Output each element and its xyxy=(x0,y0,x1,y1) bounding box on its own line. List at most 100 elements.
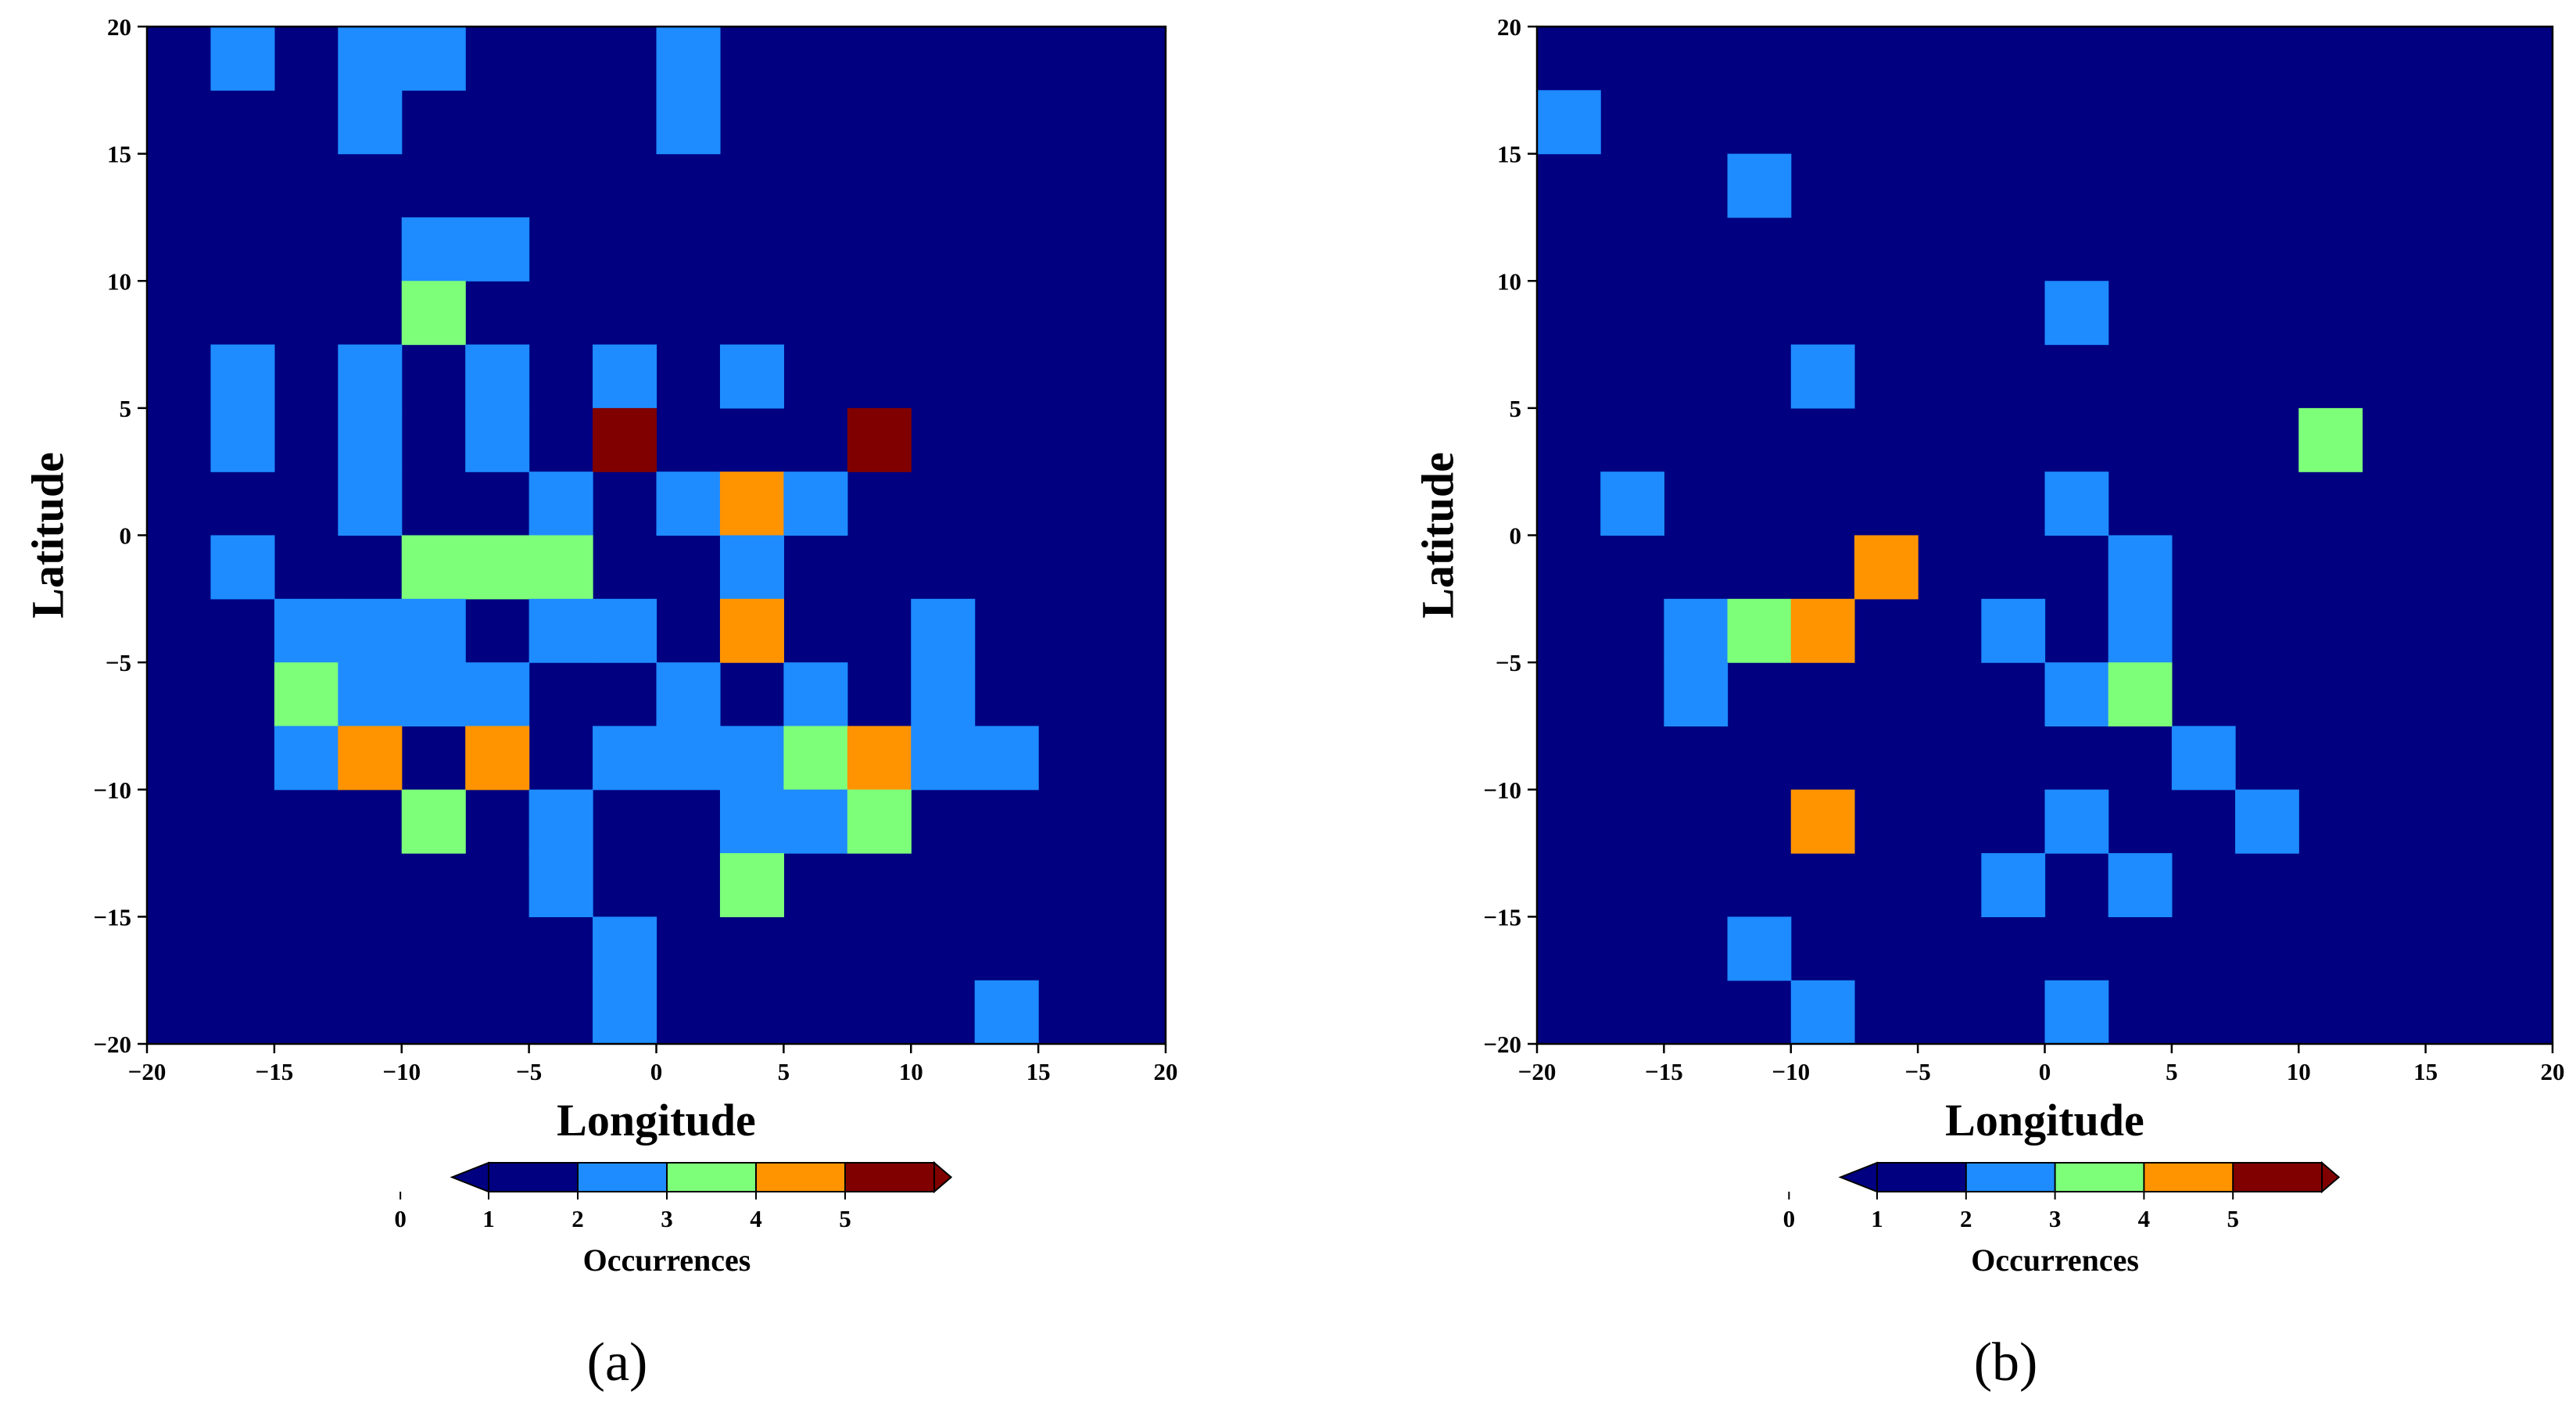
colorbar-frame xyxy=(1876,1162,2323,1192)
colorbar-segment xyxy=(489,1163,579,1192)
heatmap-cell xyxy=(338,27,403,91)
x-tick-label: 0 xyxy=(650,1058,663,1085)
colorbar-segment xyxy=(1877,1163,1967,1192)
colorbar-frame xyxy=(488,1162,935,1192)
heatmap-cell xyxy=(528,535,593,600)
heatmap-cell xyxy=(1664,598,1729,663)
heatmap-cell xyxy=(1664,662,1729,727)
colorbar-tick-label: 1 xyxy=(1871,1205,1883,1232)
heatmap-cell xyxy=(2108,662,2173,727)
x-tick-label: −10 xyxy=(1772,1058,1810,1085)
colorbar-segment xyxy=(1965,1163,2056,1192)
heatmap-cell xyxy=(1727,153,1792,218)
y-tick-label: 5 xyxy=(1510,395,1522,422)
heatmap-cell xyxy=(974,726,1039,791)
heatmap-cell xyxy=(1537,90,1601,155)
heatmap-cell xyxy=(1727,916,1792,981)
y-tick-label: −5 xyxy=(1496,649,1521,676)
heatmap-cell xyxy=(719,598,784,663)
colorbar-tick-label: 5 xyxy=(839,1205,851,1232)
heatmap-cell xyxy=(2108,535,2173,600)
heatmap-cell xyxy=(2171,726,2236,791)
heatmap-cell xyxy=(465,344,530,409)
heatmap-cell xyxy=(719,472,784,536)
colorbar-segment xyxy=(756,1163,846,1192)
heatmap-cell xyxy=(401,281,466,346)
x-axis-label: Longitude xyxy=(1945,1095,2144,1146)
y-tick-label: 10 xyxy=(1497,267,1521,295)
colorbar: 0 1 2 3 4 5 Occurrences xyxy=(394,1160,953,1278)
x-axis-label: Longitude xyxy=(557,1095,756,1146)
heatmap-cell xyxy=(210,407,275,472)
x-tick-label: 10 xyxy=(2287,1058,2311,1085)
y-tick-label: −10 xyxy=(1483,776,1521,804)
colorbar: 0 1 2 3 4 5 Occurrences xyxy=(1783,1160,2341,1278)
heatmap-cell xyxy=(528,853,593,917)
heatmap-cell xyxy=(656,662,721,727)
heatmap-cell xyxy=(656,27,721,91)
heatmap-cell xyxy=(593,980,657,1045)
heatmap-cell xyxy=(593,726,657,791)
heatmap-cell xyxy=(274,726,339,791)
heatmap-cell xyxy=(338,407,403,472)
heatmap-cell xyxy=(338,726,403,791)
heatmap-cell xyxy=(2044,662,2109,727)
colorbar-tick-label: 4 xyxy=(2138,1205,2151,1232)
heatmap-cell xyxy=(465,217,530,281)
heatmap-cell xyxy=(210,27,275,91)
colorbar-tick-label: 3 xyxy=(2049,1205,2062,1232)
heatmap-cell xyxy=(593,344,657,409)
heatmap-cell xyxy=(719,535,784,600)
heatmap-cell xyxy=(2108,853,2173,917)
heatmap-cell xyxy=(210,344,275,409)
heatmap-cell xyxy=(656,90,721,155)
heatmap-cell xyxy=(911,662,976,727)
heatmap-cell xyxy=(210,535,275,600)
colorbar-extend-high xyxy=(933,1160,953,1194)
y-tick-label: −10 xyxy=(93,776,131,804)
heatmap-cell xyxy=(338,344,403,409)
heatmap-cell xyxy=(593,916,657,981)
x-tick-label: −5 xyxy=(516,1058,542,1085)
heatmap-cell xyxy=(401,27,466,91)
y-axis-label: Latitude xyxy=(23,452,73,619)
x-tick-label: 5 xyxy=(2166,1058,2178,1085)
colorbar-tick-label: 0 xyxy=(394,1205,407,1232)
colorbar-segment xyxy=(667,1163,757,1192)
heatmap-cell xyxy=(847,726,912,791)
colorbar-segment xyxy=(2233,1163,2323,1192)
colorbar-extend-high xyxy=(2321,1160,2341,1194)
y-tick-label: 15 xyxy=(107,141,131,168)
y-tick-label: −20 xyxy=(93,1031,131,1058)
heatmap-cell xyxy=(338,90,403,155)
heatmap-cell xyxy=(401,598,466,663)
heatmap-cell xyxy=(1981,853,2046,917)
y-tick-label: −15 xyxy=(93,903,131,931)
heatmap-cell xyxy=(593,407,657,472)
x-tick-label: 0 xyxy=(2039,1058,2051,1085)
heatmap-cell xyxy=(274,598,339,663)
x-tick-label: −5 xyxy=(1905,1058,1931,1085)
heatmap-cell xyxy=(2044,472,2109,536)
heatmap-cell xyxy=(401,662,466,727)
colorbar-tick-label: 0 xyxy=(1783,1205,1796,1232)
heatmap-cell xyxy=(783,662,848,727)
x-tick-label: 5 xyxy=(778,1058,790,1085)
heatmap-cell xyxy=(593,598,657,663)
colorbar-tick-label: 2 xyxy=(1960,1205,1972,1232)
heatmap-cell xyxy=(274,662,339,727)
heatmap-cell xyxy=(719,789,784,854)
heatmap-cell xyxy=(528,789,593,854)
heatmap-cell xyxy=(1981,598,2046,663)
y-tick-label: −20 xyxy=(1483,1031,1521,1058)
y-tick-label: 15 xyxy=(1497,141,1521,168)
heatmap-cell xyxy=(401,789,466,854)
heatmap-cell xyxy=(2044,980,2109,1045)
heatmap-cell xyxy=(656,472,721,536)
colorbar-tick-label: 3 xyxy=(661,1205,673,1232)
y-tick-label: −15 xyxy=(1483,903,1521,931)
y-tick-label: 0 xyxy=(1510,522,1522,550)
heatmap-cell xyxy=(338,662,403,727)
colorbar-extend-low xyxy=(450,1161,489,1193)
